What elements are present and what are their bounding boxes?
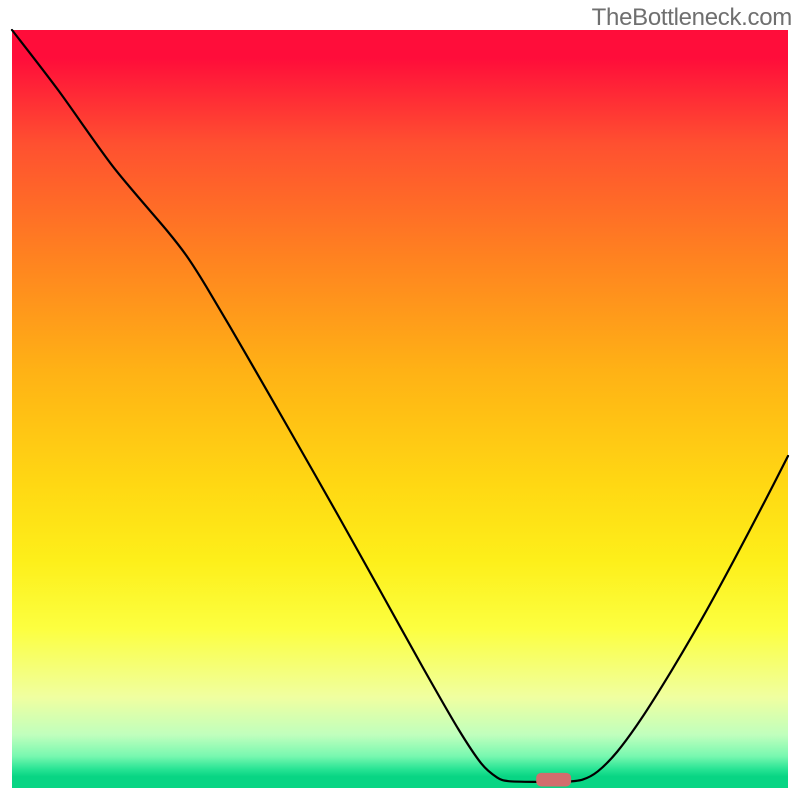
- gradient-background: [12, 30, 788, 788]
- bottleneck-chart: [0, 0, 800, 800]
- optimal-marker: [536, 773, 571, 787]
- chart-container: TheBottleneck.com: [0, 0, 800, 800]
- watermark-text: TheBottleneck.com: [592, 4, 792, 32]
